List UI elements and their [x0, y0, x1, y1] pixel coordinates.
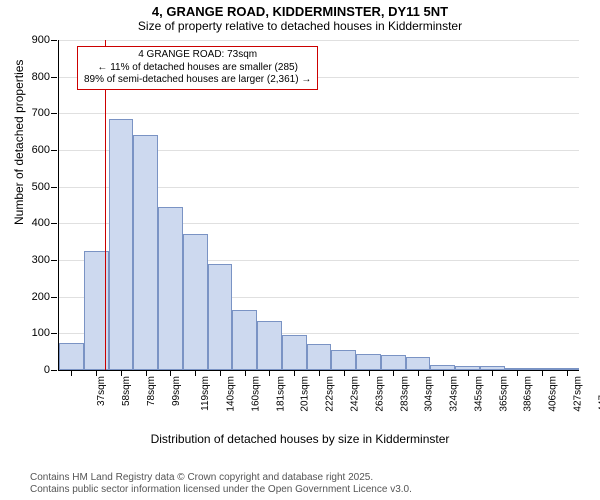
annotation-box: 4 GRANGE ROAD: 73sqm← 11% of detached ho… [77, 46, 318, 90]
y-axis-label: Number of detached properties [12, 60, 26, 225]
x-tick [443, 370, 444, 376]
y-tick-label: 0 [44, 364, 50, 376]
x-tick [269, 370, 270, 376]
x-tick [294, 370, 295, 376]
x-tick-label: 222sqm [325, 376, 336, 412]
y-tick-label: 400 [32, 217, 50, 229]
histogram-bar [232, 310, 257, 371]
y-tick [51, 187, 57, 188]
annotation-line2: ← 11% of detached houses are smaller (28… [84, 62, 311, 75]
y-tick-label: 200 [32, 291, 50, 303]
annotation-line1: 4 GRANGE ROAD: 73sqm [84, 49, 311, 62]
x-tick-label: 263sqm [374, 376, 385, 412]
x-tick-label: 37sqm [96, 376, 107, 406]
x-tick [369, 370, 370, 376]
gridline [59, 113, 579, 114]
histogram: 4 GRANGE ROAD: 73sqm← 11% of detached ho… [58, 40, 579, 371]
x-tick-label: 345sqm [473, 376, 484, 412]
histogram-bar [133, 135, 158, 370]
x-axis-label: Distribution of detached houses by size … [0, 432, 600, 446]
histogram-bar [356, 354, 381, 371]
x-tick-label: 406sqm [548, 376, 559, 412]
footer-line-1: Contains HM Land Registry data © Crown c… [30, 472, 412, 484]
x-tick-label: 283sqm [399, 376, 410, 412]
annotation-line3: 89% of semi-detached houses are larger (… [84, 74, 311, 87]
property-marker-line [105, 40, 106, 370]
x-tick [245, 370, 246, 376]
y-tick [51, 150, 57, 151]
histogram-bar [331, 350, 356, 370]
x-tick-label: 160sqm [251, 376, 262, 412]
histogram-bar [183, 234, 208, 370]
x-tick [220, 370, 221, 376]
y-tick [51, 40, 57, 41]
x-tick [567, 370, 568, 376]
y-tick-label: 500 [32, 181, 50, 193]
x-tick-label: 58sqm [121, 376, 132, 406]
y-tick [51, 260, 57, 261]
y-tick [51, 223, 57, 224]
y-tick [51, 77, 57, 78]
y-tick-label: 900 [32, 34, 50, 46]
x-tick [418, 370, 419, 376]
x-tick [492, 370, 493, 376]
histogram-bar [257, 321, 282, 371]
x-tick [393, 370, 394, 376]
y-tick [51, 370, 57, 371]
x-tick-label: 78sqm [146, 376, 157, 406]
x-tick [319, 370, 320, 376]
x-tick-label: 119sqm [200, 376, 211, 411]
x-tick-label: 181sqm [275, 376, 286, 412]
x-tick-label: 140sqm [226, 376, 237, 412]
x-tick-label: 201sqm [300, 376, 311, 412]
x-tick-label: 386sqm [523, 376, 534, 412]
footer-line-2: Contains public sector information licen… [30, 484, 412, 496]
x-tick [542, 370, 543, 376]
footer-text: Contains HM Land Registry data © Crown c… [30, 472, 412, 496]
x-tick-label: 365sqm [498, 376, 509, 412]
gridline [59, 40, 579, 41]
plot-area: 4 GRANGE ROAD: 73sqm← 11% of detached ho… [58, 40, 578, 410]
x-tick [517, 370, 518, 376]
x-tick [195, 370, 196, 376]
chart-title: 4, GRANGE ROAD, KIDDERMINSTER, DY11 5NT [0, 0, 600, 19]
y-tick [51, 333, 57, 334]
histogram-bar [406, 357, 431, 370]
chart-container: 4, GRANGE ROAD, KIDDERMINSTER, DY11 5NT … [0, 0, 600, 500]
y-tick-label: 300 [32, 254, 50, 266]
y-tick-label: 700 [32, 107, 50, 119]
histogram-bar [109, 119, 134, 370]
histogram-bar [158, 207, 183, 370]
histogram-bar [59, 343, 84, 371]
x-tick [468, 370, 469, 376]
y-tick [51, 113, 57, 114]
y-tick-label: 800 [32, 71, 50, 83]
x-tick [71, 370, 72, 376]
x-tick-label: 324sqm [449, 376, 460, 412]
x-tick-label: 427sqm [572, 376, 583, 412]
chart-subtitle: Size of property relative to detached ho… [0, 19, 600, 37]
y-tick [51, 297, 57, 298]
y-tick-label: 100 [32, 327, 50, 339]
histogram-bar [307, 344, 332, 370]
x-tick-label: 99sqm [171, 376, 182, 406]
histogram-bar [208, 264, 233, 370]
x-tick [344, 370, 345, 376]
x-tick-label: 242sqm [350, 376, 361, 412]
histogram-bar [282, 335, 307, 370]
histogram-bar [381, 355, 406, 370]
y-tick-label: 600 [32, 144, 50, 156]
x-tick-label: 304sqm [424, 376, 435, 412]
